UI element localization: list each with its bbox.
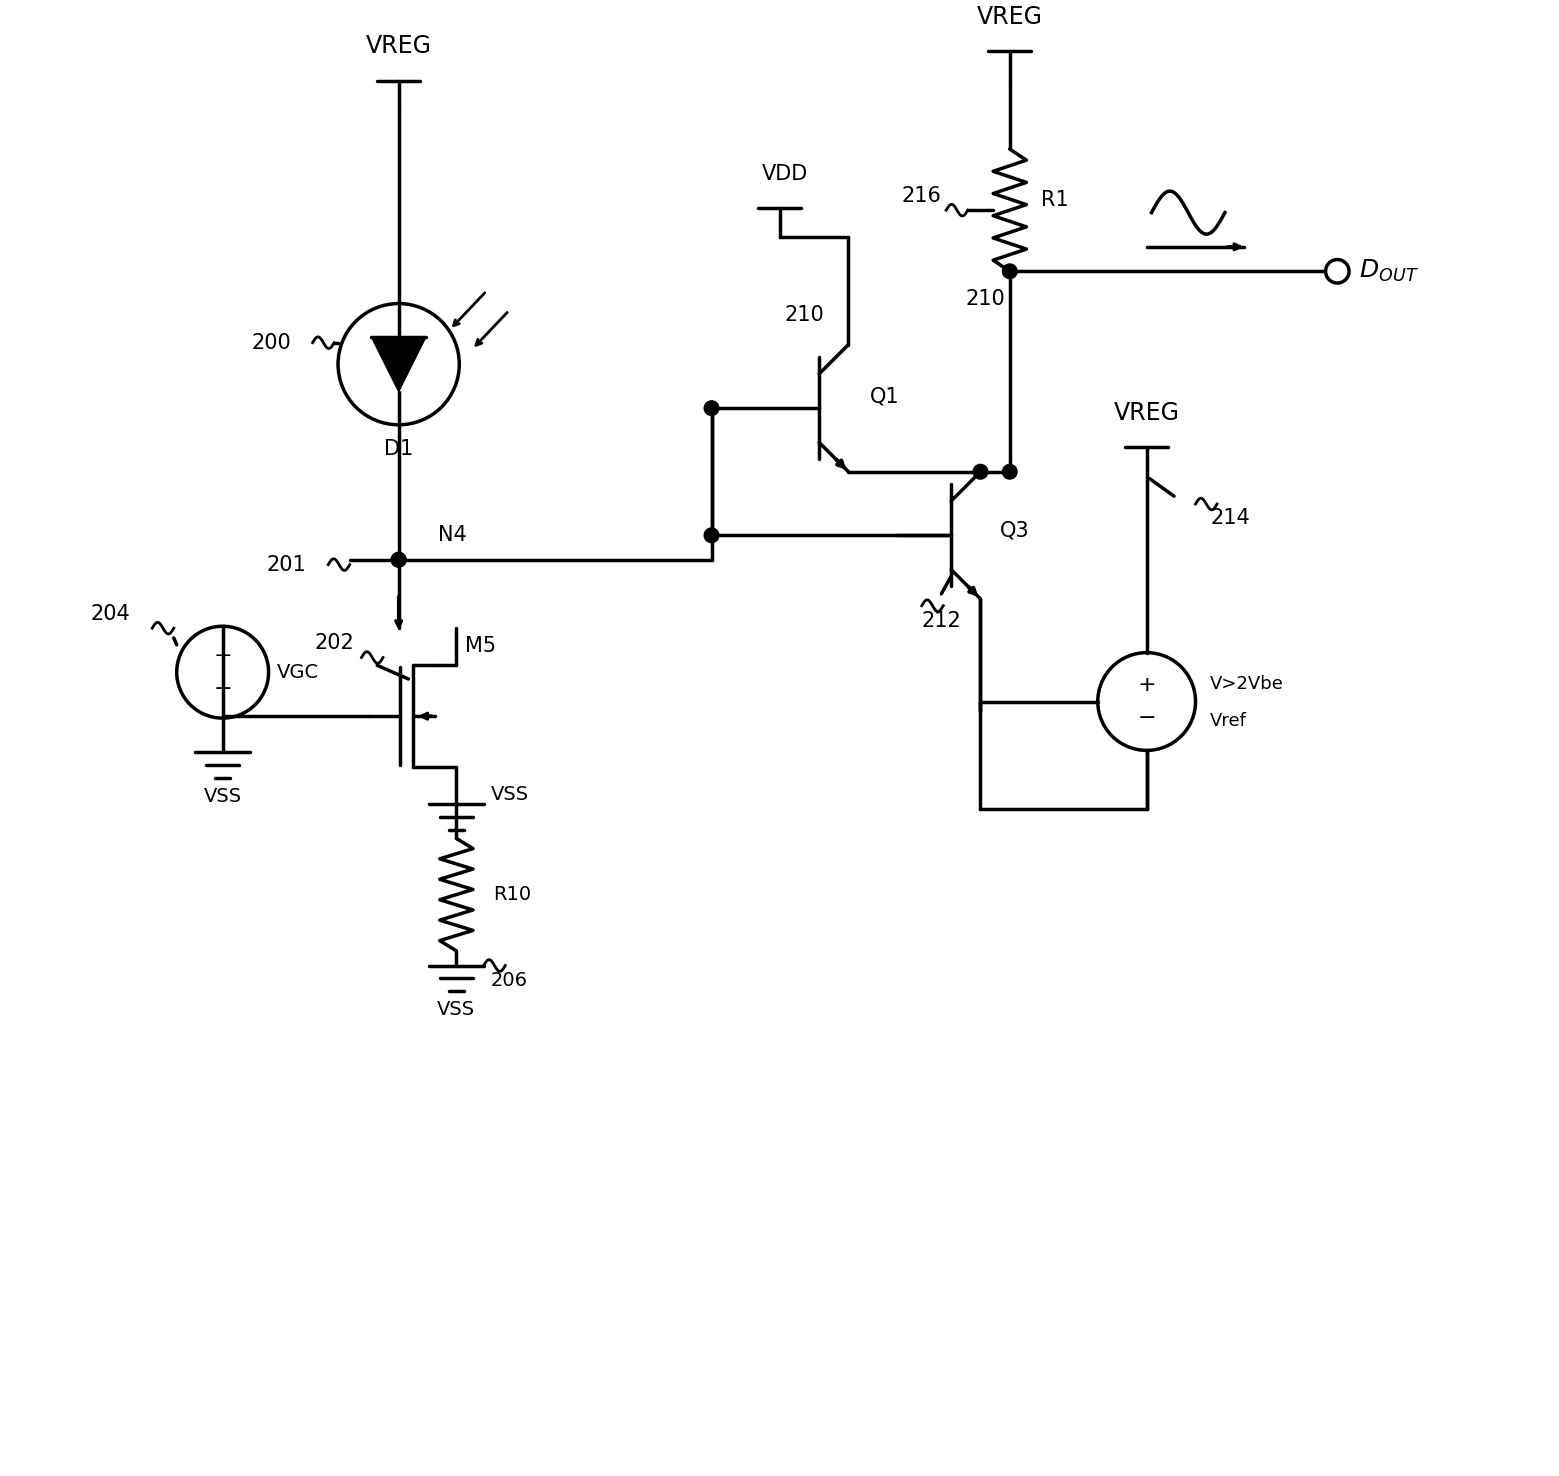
Text: D1: D1 xyxy=(384,440,413,459)
Text: 200: 200 xyxy=(251,332,292,353)
Text: 210: 210 xyxy=(784,306,825,325)
Text: −: − xyxy=(1138,708,1155,728)
Text: −: − xyxy=(214,679,232,698)
Text: Q1: Q1 xyxy=(870,387,900,406)
Circle shape xyxy=(705,401,719,416)
Text: R1: R1 xyxy=(1041,190,1068,211)
Text: Q3: Q3 xyxy=(999,521,1029,540)
Text: +: + xyxy=(1138,675,1155,695)
Circle shape xyxy=(391,552,405,567)
Circle shape xyxy=(1002,264,1016,279)
Circle shape xyxy=(1002,465,1016,480)
Text: 216: 216 xyxy=(901,186,942,205)
Text: 214: 214 xyxy=(1210,508,1250,528)
Text: VGC: VGC xyxy=(276,663,318,682)
Text: N4: N4 xyxy=(438,525,466,545)
Polygon shape xyxy=(371,337,426,391)
Circle shape xyxy=(391,552,405,567)
Circle shape xyxy=(973,465,988,480)
Text: VSS: VSS xyxy=(437,1001,475,1018)
Text: R10: R10 xyxy=(494,886,532,905)
Text: D$_{\mathregular{OUT}}$: D$_{\mathregular{OUT}}$ xyxy=(1359,258,1419,285)
Text: VREG: VREG xyxy=(366,34,432,59)
Text: 204: 204 xyxy=(90,604,129,623)
Text: VSS: VSS xyxy=(491,785,529,804)
Text: VSS: VSS xyxy=(204,787,242,806)
Text: 210: 210 xyxy=(965,289,1006,308)
Text: 212: 212 xyxy=(921,611,962,632)
Text: 201: 201 xyxy=(267,555,306,574)
Text: 206: 206 xyxy=(491,971,527,990)
Text: VREG: VREG xyxy=(1113,401,1180,425)
Text: 202: 202 xyxy=(315,633,354,652)
Text: VDD: VDD xyxy=(762,164,808,183)
Text: V>2Vbe: V>2Vbe xyxy=(1210,675,1285,692)
Circle shape xyxy=(705,528,719,543)
Text: +: + xyxy=(214,645,232,666)
Text: M5: M5 xyxy=(465,636,496,655)
Text: Vref: Vref xyxy=(1210,711,1247,731)
Text: VREG: VREG xyxy=(977,4,1043,30)
